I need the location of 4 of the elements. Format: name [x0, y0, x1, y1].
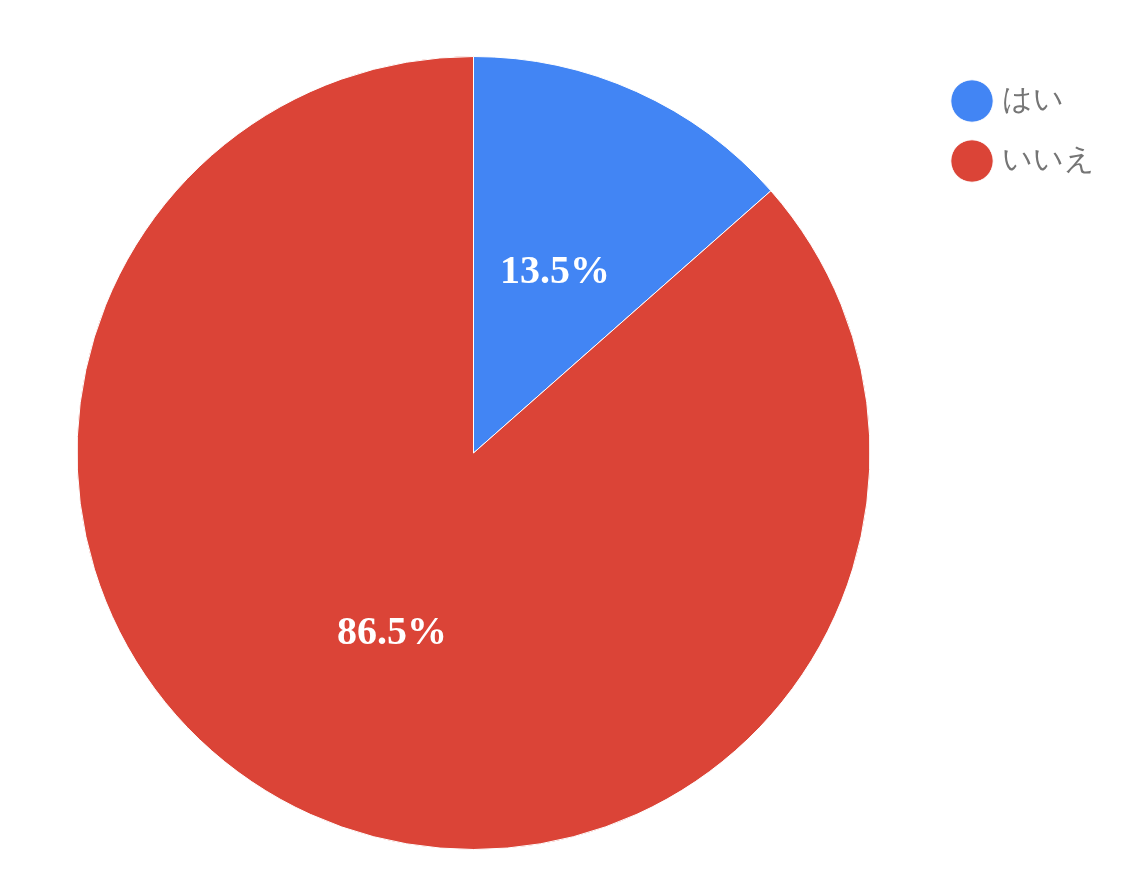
data-label: 13.5% — [500, 246, 611, 292]
data-label: 86.5% — [336, 608, 447, 654]
legend-label: はい — [1002, 80, 1064, 116]
legend-label: いいえ — [1002, 140, 1095, 176]
